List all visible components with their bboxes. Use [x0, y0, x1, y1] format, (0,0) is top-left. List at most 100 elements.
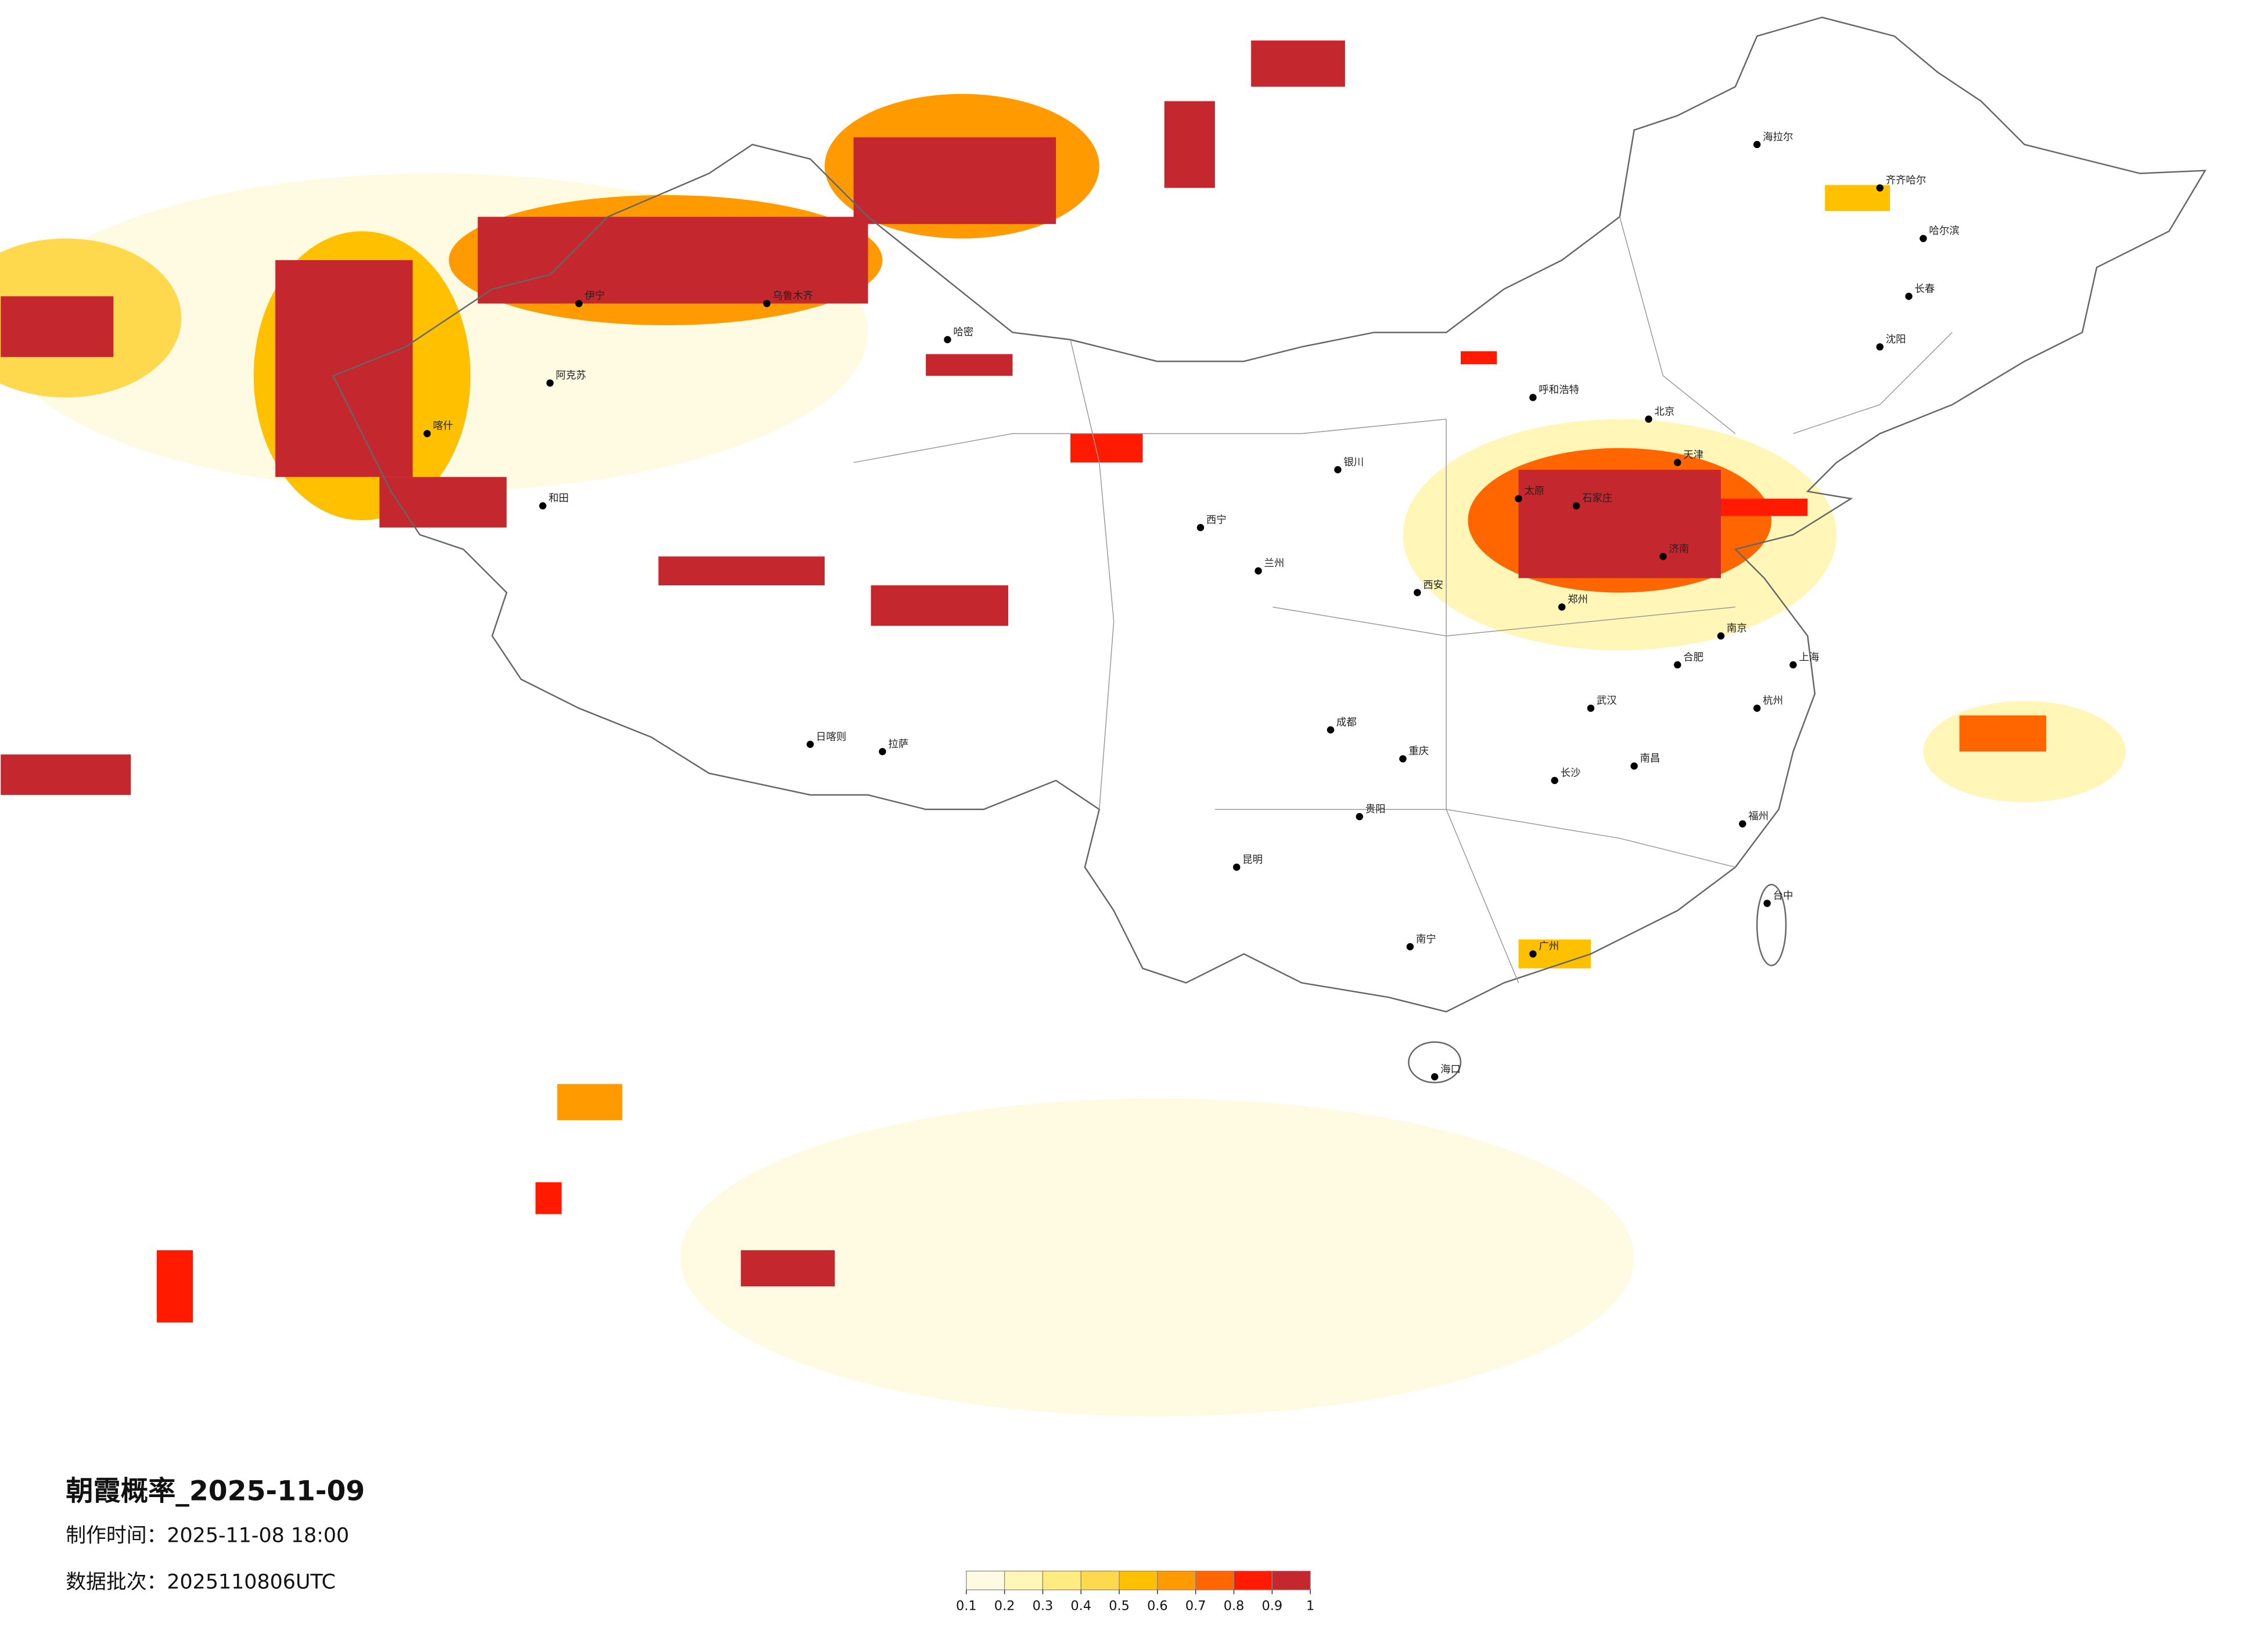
colorbar-box — [1004, 1570, 1044, 1591]
colorbar-box — [966, 1570, 1005, 1591]
hainan-outline — [1408, 1041, 1462, 1084]
city-label: 阿克苏 — [556, 370, 586, 382]
city-label: 和田 — [549, 493, 569, 505]
colorbar-tick-label: 0.4 — [1070, 1599, 1091, 1614]
city-label: 哈密 — [953, 326, 973, 338]
field-high — [853, 137, 1056, 224]
city-label: 杭州 — [1763, 695, 1783, 707]
city-dot — [1876, 343, 1884, 351]
field-high — [379, 477, 507, 528]
city-label: 长沙 — [1561, 768, 1581, 779]
city-label: 石家庄 — [1582, 493, 1612, 505]
city-label: 南宁 — [1416, 934, 1436, 945]
city-label: 哈尔滨 — [1929, 225, 1959, 237]
city-label: 沈阳 — [1886, 334, 1906, 346]
city-label: 呼和浩特 — [1539, 384, 1579, 396]
production-time: 制作时间：2025-11-08 18:00 — [66, 1524, 349, 1548]
city-label: 上海 — [1799, 652, 1819, 663]
city-label: 伊宁 — [585, 290, 605, 302]
probability-field — [0, 40, 2126, 1417]
data-batch: 数据批次：2025110806UTC — [66, 1570, 336, 1593]
field-high — [741, 1250, 835, 1287]
city-dot — [1905, 293, 1913, 300]
city-label: 北京 — [1655, 406, 1675, 418]
colorbar-tick-label: 1 — [1306, 1599, 1314, 1614]
city-dot — [1430, 1073, 1439, 1081]
colorbar-box — [1233, 1570, 1273, 1591]
city-dot — [1356, 813, 1363, 821]
colorbar-tick-label: 0.3 — [1033, 1599, 1054, 1614]
city-dot — [879, 748, 886, 756]
field-high — [157, 1250, 193, 1323]
field-high — [557, 1084, 623, 1120]
city-label: 太原 — [1525, 485, 1545, 497]
city-label: 郑州 — [1568, 594, 1588, 606]
city-label: 成都 — [1336, 717, 1357, 728]
city-dot — [1587, 704, 1595, 712]
colorbar-box — [1119, 1570, 1158, 1591]
field-high — [1070, 433, 1143, 463]
city-label: 银川 — [1343, 456, 1364, 468]
colorbar-tick-label: 0.9 — [1262, 1599, 1283, 1614]
colorbar-tick-label: 0.6 — [1147, 1599, 1168, 1614]
city-label: 广州 — [1539, 941, 1559, 952]
country-outline — [332, 16, 2207, 1013]
city-label: 南昌 — [1640, 753, 1660, 765]
city-dot — [1674, 661, 1681, 669]
city-dot — [1232, 864, 1241, 871]
colorbar-box — [1042, 1570, 1081, 1591]
city-label: 重庆 — [1408, 746, 1429, 757]
city-label: 济南 — [1669, 544, 1689, 555]
field-high — [1251, 40, 1345, 87]
city-dot — [1399, 755, 1407, 762]
city-dot — [1196, 524, 1205, 531]
city-dot — [1717, 632, 1725, 640]
field-high — [1460, 351, 1497, 365]
city-dot — [575, 300, 583, 307]
city-dot — [1572, 502, 1580, 510]
city-dot — [1414, 589, 1421, 596]
map-title: 朝霞概率_2025-11-09 — [66, 1475, 365, 1507]
city-dot — [1753, 704, 1761, 712]
city-dot — [539, 502, 547, 510]
field-high — [1518, 469, 1721, 578]
city-label: 海口 — [1440, 1064, 1461, 1075]
city-label: 拉萨 — [888, 739, 908, 750]
city-dot — [1529, 950, 1537, 958]
city-label: 武汉 — [1597, 695, 1617, 707]
city-dot — [1406, 943, 1414, 951]
city-dot — [1630, 762, 1638, 770]
city-dot — [1255, 567, 1262, 575]
city-dot — [1334, 466, 1342, 474]
taiwan-outline — [1756, 883, 1787, 966]
city-label: 乌鲁木齐 — [772, 290, 813, 302]
field-high — [871, 585, 1008, 626]
city-label: 西安 — [1423, 580, 1443, 591]
city-dot — [1529, 394, 1537, 401]
city-dot — [763, 300, 771, 307]
colorbar-tick-label: 0.5 — [1109, 1599, 1130, 1614]
city-dot — [1763, 900, 1771, 907]
colorbar-box — [1157, 1570, 1196, 1591]
city-label: 昆明 — [1242, 854, 1263, 866]
colorbar-tick-label: 0.1 — [956, 1599, 977, 1614]
city-dot — [1645, 415, 1652, 423]
city-label: 天津 — [1683, 449, 1703, 461]
city-dot — [1558, 603, 1566, 611]
boundaries — [332, 16, 2207, 1084]
field-high — [926, 354, 1013, 376]
colorbar: 0.1 0.2 0.3 0.4 0.5 0.6 0.7 0.8 0.9 1 — [956, 1570, 1314, 1614]
colorbar-tick-label: 0.7 — [1185, 1599, 1206, 1614]
city-label: 兰州 — [1264, 558, 1285, 570]
city-dot — [1920, 235, 1927, 242]
city-label: 合肥 — [1683, 652, 1703, 663]
city-dot — [1659, 553, 1667, 560]
field-high — [477, 217, 868, 304]
city-label: 日喀则 — [816, 731, 846, 743]
field-high — [1720, 498, 1808, 516]
field-low — [680, 1098, 1634, 1417]
city-dot — [1551, 776, 1558, 785]
city-label: 南京 — [1727, 623, 1747, 635]
city-label: 喀什 — [433, 420, 453, 432]
